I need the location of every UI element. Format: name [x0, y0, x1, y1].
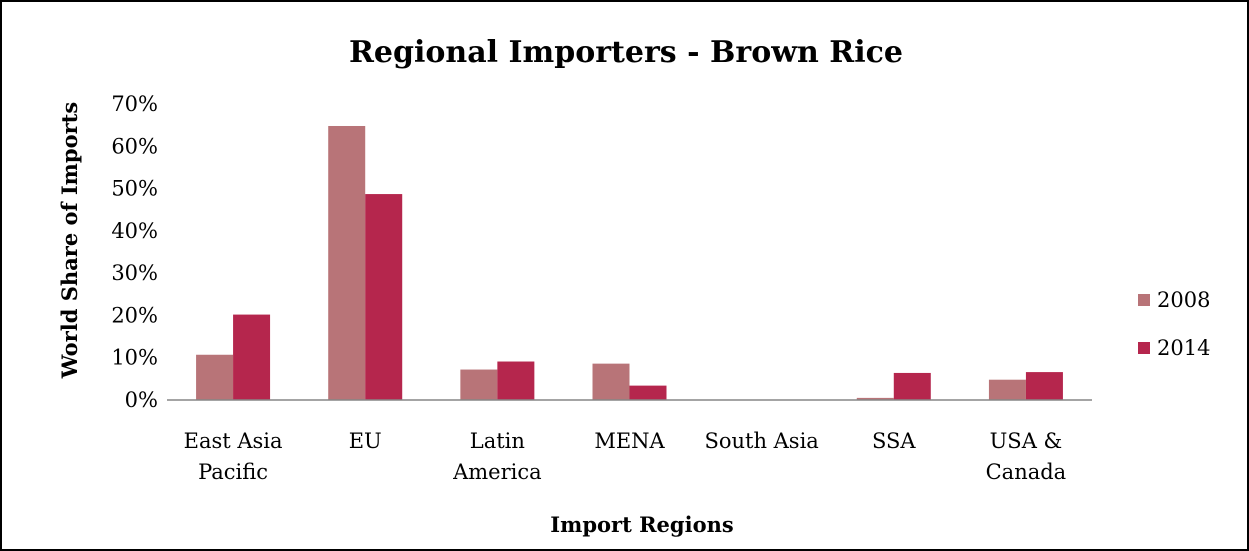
x-axis-title: Import Regions: [550, 512, 733, 537]
x-category-label: South Asia: [704, 429, 818, 453]
x-axis-categories: East Asia Pacific EU Latin America MENA South …: [184, 429, 1067, 484]
x-category-label: East Asia Pacific: [184, 429, 283, 484]
legend-label-2014: 2014: [1157, 336, 1210, 360]
x-category-label: EU: [349, 429, 382, 453]
y-tick-label: 0%: [125, 388, 158, 412]
bar-2014-3: [629, 385, 667, 400]
bar-2014-0: [233, 314, 271, 400]
y-tick-label: 60%: [111, 134, 158, 158]
y-tick-label: 20%: [111, 303, 158, 327]
legend-swatch-2008: [1138, 294, 1150, 306]
y-tick-label: 10%: [111, 346, 158, 370]
x-category-label: USA & Canada: [986, 429, 1067, 484]
y-tick-label: 50%: [111, 177, 158, 201]
bar-2014-6: [1025, 372, 1063, 400]
bar-2008-5: [856, 397, 894, 400]
y-axis-ticks: 0% 10% 20% 30% 40% 50% 60% 70%: [111, 92, 158, 412]
x-category-line: Canada: [986, 460, 1067, 484]
x-category-line: America: [452, 460, 542, 484]
x-category-line: USA &: [990, 429, 1063, 453]
x-category-label: SSA: [872, 429, 916, 453]
x-category-line: EU: [349, 429, 382, 453]
bar-2014-2: [497, 361, 535, 400]
bar-2008-1: [328, 125, 366, 400]
x-category-label: Latin America: [452, 429, 542, 484]
x-category-line: East Asia: [184, 429, 283, 453]
x-category-line: Latin: [470, 429, 525, 453]
x-category-line: South Asia: [704, 429, 818, 453]
bar-2014-1: [365, 194, 403, 400]
bar-2008-6: [988, 379, 1026, 400]
bar-2008-3: [592, 363, 630, 400]
y-tick-label: 40%: [111, 219, 158, 243]
y-axis-title: World Share of Imports: [57, 102, 82, 379]
chart-title: Regional Importers - Brown Rice: [349, 35, 903, 70]
legend-swatch-2014: [1138, 342, 1150, 354]
x-category-line: SSA: [872, 429, 916, 453]
y-tick-label: 30%: [111, 261, 158, 285]
y-tick-label: 70%: [111, 92, 158, 116]
x-category-label: MENA: [594, 429, 665, 453]
bar-2008-0: [196, 354, 234, 400]
bar-2008-2: [460, 369, 498, 400]
legend: 2008 2014: [1138, 288, 1210, 360]
legend-label-2008: 2008: [1157, 288, 1210, 312]
x-category-line: MENA: [594, 429, 665, 453]
bars: [196, 125, 1063, 400]
bar-2014-5: [893, 372, 931, 400]
x-category-line: Pacific: [198, 460, 268, 484]
